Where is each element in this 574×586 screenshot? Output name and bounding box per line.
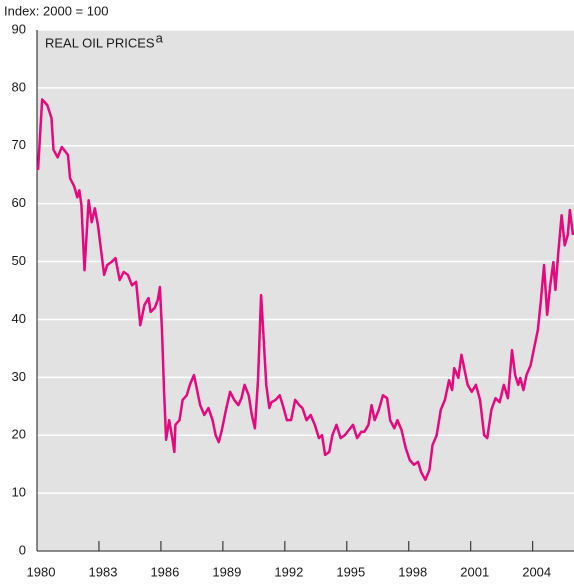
y-tick-label: 30 bbox=[12, 369, 26, 384]
y-tick-label: 70 bbox=[12, 137, 26, 152]
x-tick-label: 1980 bbox=[27, 564, 56, 579]
y-tick-label: 90 bbox=[12, 21, 26, 36]
x-tick-label: 1992 bbox=[274, 564, 303, 579]
x-tick-label: 1989 bbox=[212, 564, 241, 579]
x-tick-label: 1995 bbox=[336, 564, 365, 579]
x-tick-label: 1986 bbox=[150, 564, 179, 579]
x-tick-label: 2004 bbox=[522, 564, 551, 579]
chart-title: REAL OIL PRICES bbox=[45, 35, 155, 50]
y-axis-label: Index: 2000 = 100 bbox=[4, 3, 108, 18]
y-tick-label: 0 bbox=[19, 542, 26, 557]
x-tick-label: 2001 bbox=[460, 564, 489, 579]
y-tick-label: 10 bbox=[12, 485, 26, 500]
title-marker: a bbox=[156, 30, 164, 45]
plot-background bbox=[37, 30, 574, 551]
y-tick-label: 80 bbox=[12, 79, 26, 94]
line bbox=[36, 98, 574, 482]
x-tick-label: 1983 bbox=[89, 564, 118, 579]
x-tick-label: 1998 bbox=[398, 564, 427, 579]
y-tick-label: 20 bbox=[12, 427, 26, 442]
y-tick-label: 60 bbox=[12, 195, 26, 210]
y-tick-label: 50 bbox=[12, 253, 26, 268]
y-tick-label: 40 bbox=[12, 311, 26, 326]
